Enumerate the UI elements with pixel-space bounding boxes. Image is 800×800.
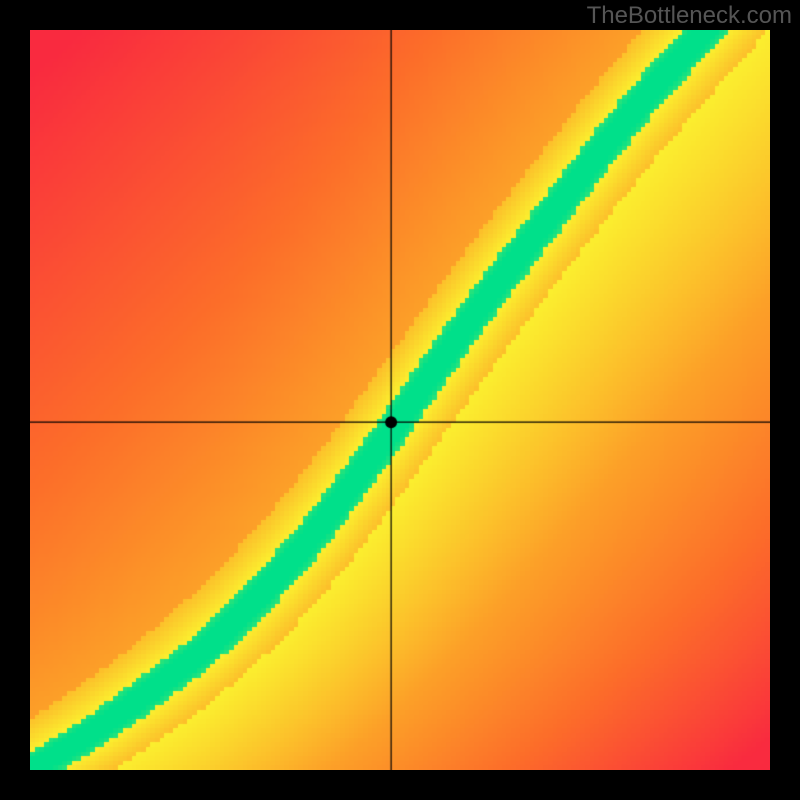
watermark-text: TheBottleneck.com xyxy=(587,2,792,30)
plot-area xyxy=(30,30,770,770)
heatmap-canvas xyxy=(30,30,770,770)
chart-frame: TheBottleneck.com xyxy=(0,0,800,800)
